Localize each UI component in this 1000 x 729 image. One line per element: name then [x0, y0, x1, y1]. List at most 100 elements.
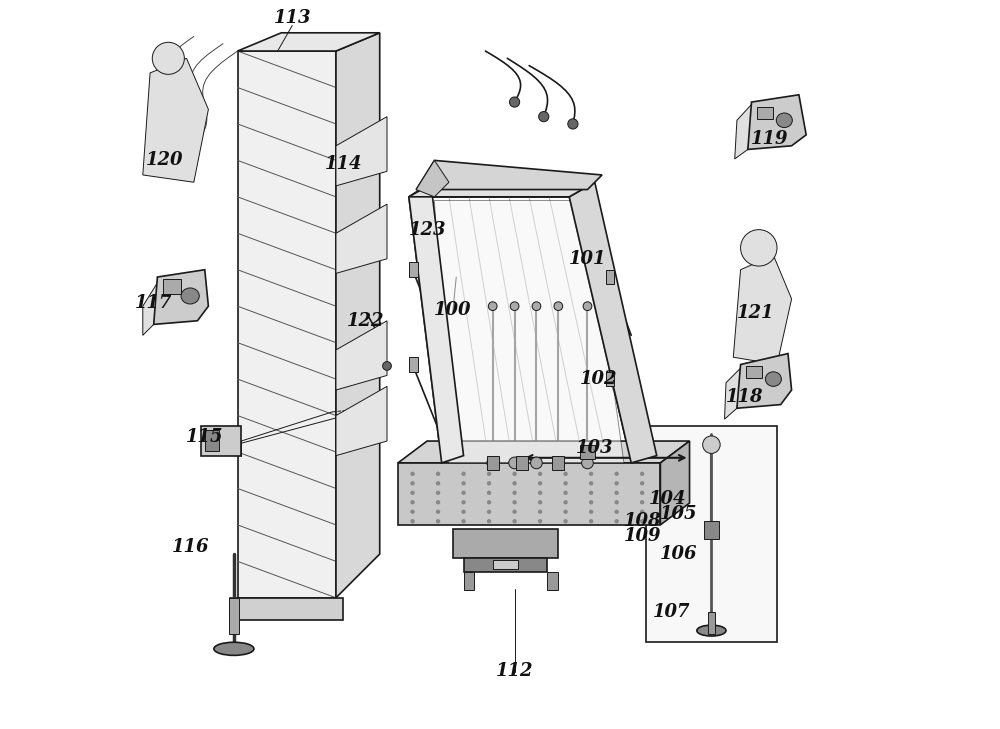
- Circle shape: [461, 481, 466, 486]
- Text: 106: 106: [660, 545, 697, 563]
- Bar: [201, 426, 241, 456]
- Circle shape: [640, 510, 644, 514]
- Circle shape: [538, 491, 542, 495]
- Ellipse shape: [181, 288, 199, 304]
- Ellipse shape: [765, 372, 781, 386]
- Circle shape: [487, 481, 491, 486]
- Text: 123: 123: [408, 221, 446, 238]
- Polygon shape: [434, 200, 624, 463]
- Circle shape: [461, 510, 466, 514]
- Circle shape: [554, 302, 563, 311]
- Polygon shape: [398, 463, 660, 525]
- Circle shape: [563, 491, 568, 495]
- Text: 121: 121: [736, 305, 774, 322]
- Bar: [205, 430, 219, 451]
- Circle shape: [532, 302, 541, 311]
- Bar: [229, 598, 239, 634]
- Polygon shape: [748, 95, 806, 149]
- Polygon shape: [569, 182, 657, 463]
- Circle shape: [563, 500, 568, 504]
- Circle shape: [512, 472, 517, 476]
- Circle shape: [512, 491, 517, 495]
- Text: 117: 117: [135, 294, 172, 311]
- Polygon shape: [336, 117, 387, 186]
- Circle shape: [563, 510, 568, 514]
- Circle shape: [563, 481, 568, 486]
- Polygon shape: [336, 321, 387, 390]
- Circle shape: [614, 500, 619, 504]
- Circle shape: [461, 491, 466, 495]
- Circle shape: [640, 481, 644, 486]
- Circle shape: [568, 119, 578, 129]
- Text: 101: 101: [569, 250, 606, 268]
- Circle shape: [487, 457, 499, 469]
- Circle shape: [487, 472, 491, 476]
- Polygon shape: [398, 441, 690, 463]
- Circle shape: [488, 302, 497, 311]
- Circle shape: [487, 519, 491, 523]
- Circle shape: [487, 500, 491, 504]
- Bar: [409, 357, 418, 372]
- Circle shape: [538, 481, 542, 486]
- Circle shape: [509, 457, 520, 469]
- Text: 112: 112: [496, 662, 533, 679]
- Bar: [606, 270, 614, 284]
- Text: 114: 114: [325, 155, 362, 173]
- Circle shape: [410, 519, 415, 523]
- Text: 105: 105: [660, 505, 697, 523]
- Circle shape: [487, 491, 491, 495]
- Circle shape: [436, 510, 440, 514]
- Text: 104: 104: [649, 491, 686, 508]
- Bar: [704, 521, 719, 539]
- Circle shape: [703, 436, 720, 453]
- Polygon shape: [154, 270, 208, 324]
- Circle shape: [461, 519, 466, 523]
- Text: 107: 107: [653, 604, 690, 621]
- Polygon shape: [660, 441, 690, 525]
- Circle shape: [487, 510, 491, 514]
- Text: 122: 122: [346, 312, 384, 330]
- Bar: [163, 279, 181, 294]
- Circle shape: [538, 472, 542, 476]
- Circle shape: [436, 519, 440, 523]
- Circle shape: [152, 42, 184, 74]
- Circle shape: [436, 481, 440, 486]
- Text: 118: 118: [725, 389, 763, 406]
- Ellipse shape: [697, 625, 726, 636]
- Circle shape: [383, 362, 391, 370]
- Polygon shape: [416, 160, 602, 190]
- Circle shape: [461, 500, 466, 504]
- Ellipse shape: [214, 642, 254, 655]
- Circle shape: [563, 472, 568, 476]
- Bar: [493, 560, 518, 569]
- Circle shape: [510, 302, 519, 311]
- Bar: [552, 456, 564, 470]
- Text: 115: 115: [186, 429, 224, 446]
- Polygon shape: [409, 182, 464, 463]
- Circle shape: [614, 519, 619, 523]
- Ellipse shape: [776, 113, 792, 128]
- Circle shape: [512, 500, 517, 504]
- Bar: [409, 262, 418, 277]
- Bar: [547, 572, 558, 590]
- Polygon shape: [143, 277, 161, 335]
- Polygon shape: [735, 102, 754, 159]
- Polygon shape: [336, 33, 380, 598]
- Text: 100: 100: [434, 301, 471, 319]
- Text: 109: 109: [623, 527, 661, 545]
- Circle shape: [741, 230, 777, 266]
- Circle shape: [640, 472, 644, 476]
- Circle shape: [531, 457, 542, 469]
- Bar: [757, 107, 773, 119]
- Bar: [487, 456, 499, 470]
- Circle shape: [614, 510, 619, 514]
- Text: 120: 120: [146, 152, 183, 169]
- Circle shape: [410, 500, 415, 504]
- Bar: [746, 366, 762, 378]
- Text: 103: 103: [576, 440, 614, 457]
- Bar: [708, 612, 715, 634]
- Circle shape: [563, 519, 568, 523]
- Bar: [580, 445, 595, 459]
- Bar: [646, 426, 777, 642]
- Circle shape: [539, 112, 549, 122]
